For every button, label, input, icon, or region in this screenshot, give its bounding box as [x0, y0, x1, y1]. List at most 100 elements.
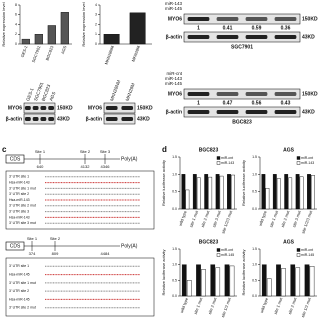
- bar: [215, 267, 221, 297]
- y-tick-label: 0: [95, 42, 97, 46]
- bar: [299, 176, 304, 210]
- x-tick-label: site 1/2/3 mut: [220, 209, 233, 234]
- site-label: Site 1: [35, 149, 46, 154]
- treatment-label: miR-143: [165, 1, 183, 6]
- bar: [227, 174, 231, 210]
- legend-label: miR-cnt: [301, 248, 313, 252]
- y-tick-label: 0.5: [172, 278, 177, 282]
- x-tick-label: site 1/2 mut: [300, 296, 312, 318]
- sequence-label: 3' UTR site 2 mut: [9, 204, 36, 208]
- blot-panel: [23, 102, 56, 114]
- legend-label: miR-143: [221, 161, 234, 165]
- x-tick-label: AGS: [60, 45, 68, 55]
- y-tick-label: 1.5: [252, 247, 257, 251]
- band: [245, 110, 268, 114]
- sequence-label: 3' UTR site 3 mut: [9, 221, 36, 225]
- x-tick-label: MKN28NM: [104, 45, 115, 65]
- row-label: MYO6: [88, 105, 102, 111]
- band: [105, 106, 118, 110]
- band: [187, 17, 210, 21]
- sequence-box: [5, 257, 155, 317]
- position-label: 640: [37, 164, 44, 169]
- kd-label: 150KD: [302, 16, 318, 22]
- row-label: β-actin: [166, 34, 182, 40]
- band: [274, 17, 297, 21]
- band: [274, 35, 297, 39]
- band: [32, 117, 39, 121]
- site-label: Site 2: [80, 149, 91, 154]
- band: [274, 92, 297, 96]
- sequence-label: Hsa-miR-145: [9, 297, 30, 301]
- sequence-label: 3' UTR site 3: [9, 210, 29, 214]
- ratio: 1: [197, 100, 200, 106]
- bar: [215, 174, 220, 210]
- y-tick-label: 3: [95, 13, 97, 17]
- band: [187, 110, 210, 114]
- bar: [181, 264, 187, 297]
- row-label: MYO6: [168, 91, 182, 97]
- y-tick-label: 4: [95, 3, 97, 7]
- y-axis-label: Relative luciferase activity: [161, 160, 166, 206]
- bar: [219, 175, 224, 210]
- band: [24, 106, 31, 110]
- bar: [307, 174, 311, 210]
- x-tick-label: site 2 mut: [207, 296, 218, 315]
- bar: [284, 174, 289, 210]
- kd-label: 150KD: [57, 105, 73, 111]
- ratio: 0.41: [223, 25, 233, 31]
- legend-swatch: [296, 156, 301, 160]
- treatment-label: miR-145: [165, 6, 183, 11]
- band: [32, 106, 39, 110]
- y-axis-label: Relative luciferase activity: [241, 160, 246, 206]
- sequence-label: 3' UTR site 2 mut: [9, 306, 36, 310]
- legend-label: miR-145: [301, 253, 314, 257]
- legend-swatch: [216, 161, 221, 165]
- blot-panel: [103, 113, 136, 125]
- y-tick-label: 1.0: [252, 263, 257, 267]
- band: [40, 106, 47, 110]
- chart-title: BGC823: [199, 239, 219, 245]
- cell-label: SGC7901: [231, 44, 253, 50]
- cds-label: CDS: [10, 156, 21, 162]
- bar: [201, 269, 206, 297]
- row-label: β-actin: [86, 116, 102, 122]
- polya-label: Poly(A): [121, 243, 138, 249]
- bar: [288, 177, 293, 210]
- y-tick-label: 0.0: [172, 207, 177, 211]
- y-tick-label: 2: [95, 22, 97, 26]
- y-axis-label: Relative expression level: [1, 2, 6, 46]
- x-tick-label: site 1 mut: [268, 209, 279, 228]
- bar: [34, 34, 43, 45]
- band: [216, 35, 239, 39]
- bar: [309, 266, 315, 297]
- x-tick-label: site 2 mut: [200, 209, 211, 228]
- kd-label: 150KD: [137, 105, 153, 111]
- y-tick-label: 1.0: [252, 172, 257, 176]
- legend-label: miR-cnt: [301, 156, 313, 160]
- band: [245, 35, 268, 39]
- y-tick-label: 0.5: [252, 278, 257, 282]
- bar: [224, 264, 230, 297]
- x-tick-label: MKN28M: [131, 45, 141, 62]
- kd-label: 150KD: [302, 91, 318, 97]
- y-tick-label: 0.5: [252, 190, 257, 194]
- lane-label: AGS: [48, 91, 56, 102]
- y-tick-label: 1: [95, 32, 97, 36]
- row-label: β-actin: [6, 116, 22, 122]
- x-tick-label: site 3 mut: [291, 209, 302, 228]
- sequence-box: [5, 170, 155, 230]
- band: [187, 92, 210, 96]
- sequence-label: 3' UTR site 2: [9, 289, 29, 293]
- kd-label: 43KD: [137, 116, 150, 122]
- y-tick-label: 0.0: [172, 294, 177, 298]
- y-tick-label: 0.0: [252, 294, 257, 298]
- panel-label: d: [162, 145, 167, 154]
- bar: [210, 264, 216, 297]
- bar: [311, 175, 315, 210]
- site-label: Site 2: [50, 236, 61, 241]
- sequence-label: 3' UTR site 2: [9, 192, 29, 196]
- bar: [261, 174, 266, 210]
- panel-label: c: [2, 145, 7, 154]
- sequence-label: 3' UTR site 1 mut: [9, 186, 36, 190]
- x-tick-label: site 3 mut: [211, 209, 222, 228]
